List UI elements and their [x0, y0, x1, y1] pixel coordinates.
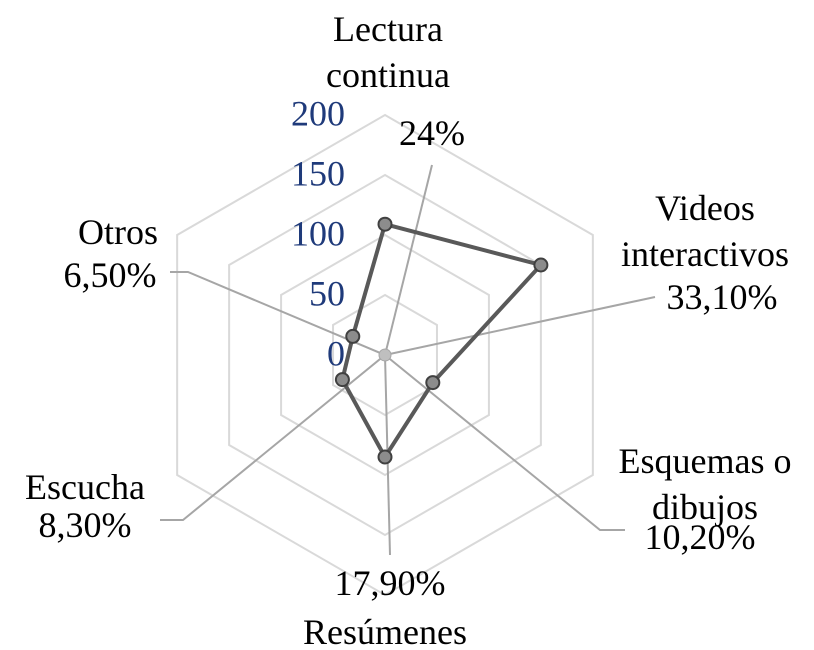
data-point	[425, 375, 441, 391]
r-tick-label: 100	[291, 213, 345, 253]
grid-ring	[176, 113, 594, 597]
leader-line	[160, 354, 386, 521]
leader-line	[384, 164, 433, 356]
data-point	[533, 257, 549, 273]
percent-label: 6,50%	[63, 255, 157, 295]
category-label: Resúmenes	[303, 612, 467, 650]
leader-line	[384, 354, 625, 531]
category-label: Escucha	[25, 467, 145, 507]
data-point	[334, 372, 350, 388]
percent-label: 17,90%	[334, 563, 446, 603]
grid-ring	[332, 293, 438, 417]
data-point	[377, 216, 393, 232]
category-label: Esquemas o dibujos	[618, 441, 792, 527]
percent-label: 24%	[399, 113, 465, 153]
r-tick-label: 50	[309, 273, 345, 313]
r-tick-label: 200	[291, 93, 345, 133]
category-label: Otros	[78, 212, 158, 252]
category-label: Videos interactivos	[621, 188, 789, 274]
grid-ring	[280, 233, 490, 477]
data-point	[377, 449, 393, 465]
leader-line	[170, 271, 386, 356]
percent-label: 8,30%	[38, 505, 132, 545]
percent-label: 10,20%	[644, 517, 756, 557]
percent-label: 33,10%	[666, 277, 778, 317]
r-tick-label: 150	[291, 153, 345, 193]
center-dot	[378, 348, 392, 362]
series-line	[340, 221, 545, 461]
r-tick-label: 0	[327, 333, 345, 373]
leader-line	[384, 296, 656, 356]
data-point	[345, 328, 361, 344]
category-label: Lectura continua	[326, 9, 450, 95]
